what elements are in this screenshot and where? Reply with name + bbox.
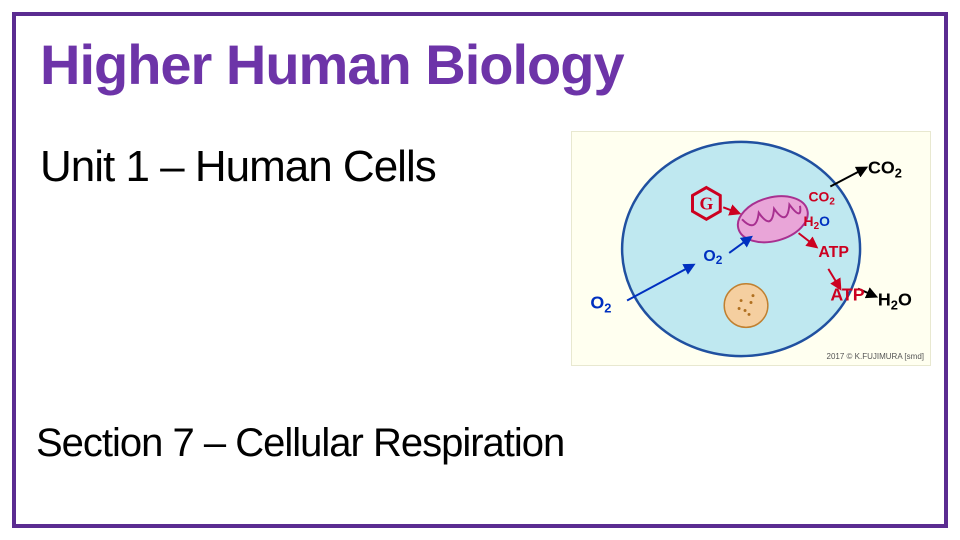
- diagram-copyright: 2017 © K.FUJIMURA [smd]: [827, 352, 924, 361]
- slide-title: Higher Human Biology: [40, 32, 624, 97]
- svg-text:G: G: [699, 193, 713, 213]
- slide-subtitle: Unit 1 – Human Cells: [40, 142, 436, 192]
- label-atp-top: ATP: [818, 244, 849, 261]
- label-h2o-out: H2O: [878, 290, 912, 313]
- nucleus: [724, 284, 768, 328]
- arrow-co2-out: [830, 168, 866, 187]
- cell-diagram-svg: G CO2 CO2 H2O O2 O2 ATP ATP H2O: [572, 132, 930, 365]
- label-o2-out: O2: [590, 292, 611, 315]
- cell-respiration-diagram: G CO2 CO2 H2O O2 O2 ATP ATP H2O 2017 © K…: [571, 131, 931, 366]
- label-atp-bot: ATP: [830, 285, 864, 305]
- slide-section: Section 7 – Cellular Respiration: [36, 421, 564, 466]
- slide-frame: Higher Human Biology Unit 1 – Human Cell…: [12, 12, 948, 528]
- label-co2-out: CO2: [868, 158, 902, 181]
